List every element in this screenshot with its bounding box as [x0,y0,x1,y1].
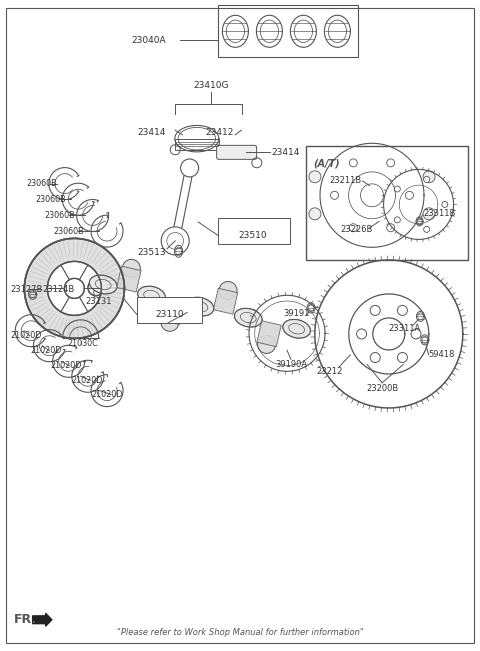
Bar [218,218,290,244]
Text: 21020D: 21020D [71,376,102,385]
Text: 21020D: 21020D [30,346,61,355]
Ellipse shape [138,286,165,305]
Ellipse shape [186,298,214,316]
Polygon shape [117,266,141,292]
Circle shape [331,191,338,199]
Text: 23127B: 23127B [11,284,43,294]
Bar [306,146,468,260]
Circle shape [309,171,321,183]
Text: 21030C: 21030C [67,339,98,348]
Text: 23040A: 23040A [132,36,166,45]
Text: 23200B: 23200B [366,384,398,393]
Ellipse shape [89,275,117,294]
Text: 23410G: 23410G [193,81,229,90]
Text: 23060B: 23060B [26,179,57,188]
Polygon shape [257,321,281,347]
Text: 23412: 23412 [205,128,234,137]
Text: "Please refer to Work Shop Manual for further information": "Please refer to Work Shop Manual for fu… [117,628,363,637]
Text: 23124B: 23124B [42,284,74,294]
Text: 23414: 23414 [271,148,300,157]
Circle shape [411,329,421,339]
Circle shape [370,305,380,315]
Ellipse shape [283,320,311,338]
Ellipse shape [235,309,262,327]
Wedge shape [24,238,124,339]
Polygon shape [160,299,184,325]
Text: 23510: 23510 [239,231,267,240]
Text: 23226B: 23226B [340,225,372,234]
Circle shape [258,335,276,353]
Text: 39191: 39191 [284,309,310,318]
Polygon shape [33,613,52,626]
Text: 23311B: 23311B [423,209,456,218]
Text: 23131: 23131 [85,297,112,306]
Text: (A/T): (A/T) [313,158,340,168]
Circle shape [395,217,400,223]
Ellipse shape [89,275,117,294]
Bar [218,5,359,57]
Circle shape [161,313,179,331]
Circle shape [424,176,430,182]
Ellipse shape [138,286,165,305]
Circle shape [219,281,237,299]
Text: 23060B: 23060B [54,227,84,236]
Text: 23212: 23212 [316,367,342,376]
Circle shape [387,159,395,167]
Text: 23211B: 23211B [329,176,362,186]
Circle shape [309,208,321,220]
Circle shape [424,227,430,232]
Text: 23060B: 23060B [35,195,66,204]
Bar [175,139,219,150]
Bar [137,297,202,323]
Circle shape [423,208,435,220]
Text: 21020D: 21020D [50,361,82,370]
Circle shape [423,171,435,183]
Circle shape [349,224,357,232]
Circle shape [349,159,357,167]
Text: 21020D: 21020D [11,331,42,340]
Ellipse shape [186,298,214,316]
Text: 23060B: 23060B [45,211,75,220]
FancyBboxPatch shape [216,145,257,159]
Text: 39190A: 39190A [275,360,307,369]
Circle shape [387,224,395,232]
Polygon shape [214,288,238,314]
Circle shape [357,329,367,339]
Circle shape [397,305,408,315]
Text: 23110: 23110 [155,310,184,319]
Circle shape [397,353,408,363]
Circle shape [122,259,140,277]
Text: 23414: 23414 [137,128,166,137]
Text: 23311A: 23311A [388,324,421,333]
Text: 21020D: 21020D [92,390,123,399]
Ellipse shape [283,320,311,338]
Text: FR.: FR. [13,613,36,626]
Ellipse shape [235,309,262,327]
Text: 23513: 23513 [137,248,166,257]
Circle shape [406,191,413,199]
Text: 59418: 59418 [429,350,455,359]
Circle shape [395,186,400,192]
Circle shape [442,201,448,208]
Circle shape [370,353,380,363]
